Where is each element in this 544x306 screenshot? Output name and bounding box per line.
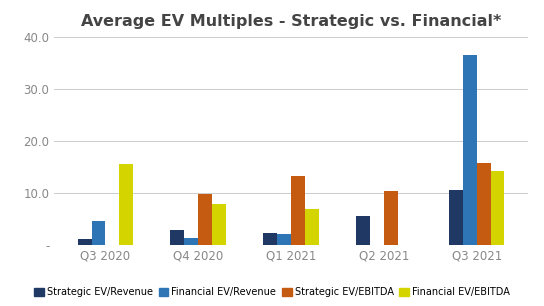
Bar [384,191,398,245]
Bar [184,237,198,245]
Bar [170,230,184,245]
Bar [305,209,319,245]
Bar [463,55,477,245]
Bar [91,221,106,245]
Bar [491,171,504,245]
Bar [477,162,491,245]
Bar [119,164,133,245]
Bar [449,190,463,245]
Bar [263,233,277,245]
Bar [78,239,91,245]
Bar [291,176,305,245]
Title: Average EV Multiples - Strategic vs. Financial*: Average EV Multiples - Strategic vs. Fin… [81,13,501,28]
Bar [198,194,212,245]
Bar [212,204,226,245]
Legend: Strategic EV/Revenue, Financial EV/Revenue, Strategic EV/EBITDA, Financial EV/EB: Strategic EV/Revenue, Financial EV/Reven… [30,283,514,301]
Bar [356,216,370,245]
Bar [277,234,291,245]
